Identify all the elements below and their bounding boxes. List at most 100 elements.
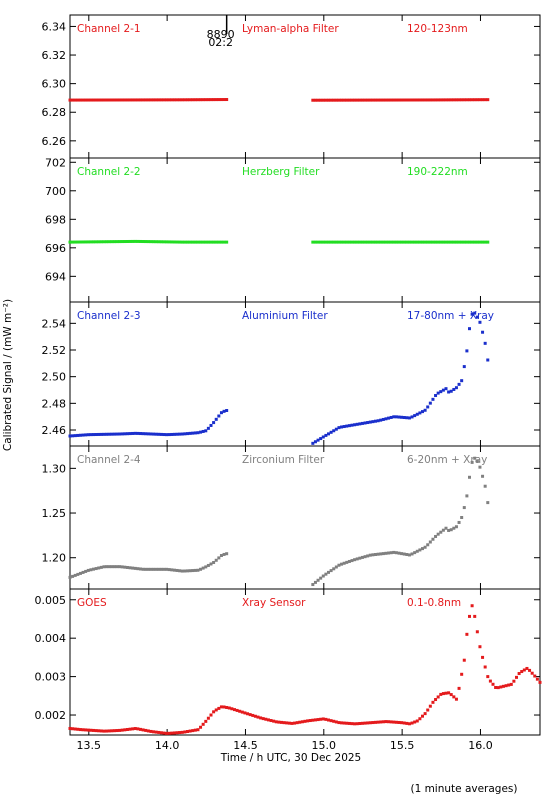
data-point [186, 432, 189, 436]
data-point [324, 240, 328, 244]
data-point [402, 552, 406, 556]
data-point [337, 721, 341, 725]
data-point [183, 98, 187, 102]
data-point [178, 731, 182, 735]
data-point [405, 416, 409, 420]
data-point [78, 728, 82, 732]
x-tick-label: 15.5 [390, 739, 415, 752]
data-point [415, 412, 419, 416]
data-point [125, 98, 129, 102]
y-tick-label: 2.46 [42, 424, 67, 437]
data-point [525, 666, 529, 670]
data-point [188, 569, 192, 573]
data-point [334, 98, 338, 102]
data-point [530, 671, 534, 675]
data-point [363, 721, 367, 725]
panel-frame [69, 588, 541, 736]
data-point [118, 240, 122, 244]
data-point [78, 240, 82, 244]
data-point [196, 728, 200, 732]
data-point [149, 98, 153, 102]
data-point [311, 98, 315, 102]
data-point [154, 567, 158, 571]
data-point [167, 568, 171, 572]
data-point [73, 727, 77, 731]
data-point [152, 730, 156, 734]
data-point [436, 391, 440, 395]
data-point [118, 432, 122, 436]
y-tick-label: 696 [45, 242, 66, 255]
data-point [118, 98, 122, 102]
data-point [376, 240, 380, 244]
data-point [136, 98, 140, 102]
data-point [431, 537, 435, 541]
data-point [214, 98, 218, 102]
data-point [167, 98, 171, 102]
data-point [449, 389, 453, 393]
data-point [340, 562, 344, 566]
data-point [68, 575, 72, 579]
data-point [141, 240, 145, 244]
panel-band-label: 17-80nm + Xray [407, 310, 494, 322]
data-point [439, 98, 443, 102]
data-point [125, 432, 129, 436]
data-point [486, 240, 490, 244]
y-tick-label: 6.30 [42, 78, 67, 91]
data-point [347, 559, 351, 563]
x-tick-label: 13.5 [77, 739, 102, 752]
data-point [146, 567, 150, 571]
data-point [327, 240, 330, 244]
data-point [366, 721, 370, 725]
data-point [139, 98, 142, 102]
data-point [110, 565, 114, 569]
data-point [141, 728, 145, 732]
data-point [353, 558, 357, 562]
data-point [379, 418, 383, 422]
data-point [115, 240, 119, 244]
data-point [149, 729, 153, 733]
data-point [144, 98, 148, 102]
data-point [206, 98, 210, 102]
data-point [413, 240, 417, 244]
data-point [329, 719, 333, 723]
data-point [105, 432, 109, 436]
data-point [402, 721, 406, 725]
data-point [159, 432, 163, 436]
data-point [73, 240, 77, 244]
data-point [175, 240, 179, 244]
data-point [76, 98, 80, 102]
data-point [206, 426, 210, 430]
data-point [128, 98, 132, 102]
y-tick-label: 2.48 [42, 397, 67, 410]
data-point [413, 720, 417, 724]
data-point [407, 98, 411, 102]
data-point [178, 240, 182, 244]
data-point [295, 721, 299, 725]
data-point [89, 433, 93, 437]
data-point [225, 409, 229, 412]
data-point [277, 720, 281, 724]
data-point [366, 98, 370, 102]
data-point [222, 705, 226, 709]
data-point [133, 727, 137, 731]
data-point [105, 729, 109, 733]
panel-5: 0.002 0.003 0.004 0.005 GOES Xray Sensor 0.1-0… [35, 588, 542, 736]
data-point [201, 98, 205, 102]
data-point [392, 98, 396, 102]
data-point [165, 567, 169, 571]
data-point [149, 567, 153, 571]
data-point [324, 717, 328, 721]
data-point [102, 565, 106, 569]
data-point [360, 240, 364, 244]
data-point [128, 239, 132, 243]
data-point [152, 240, 156, 244]
data-point [345, 560, 349, 564]
data-point [468, 98, 471, 102]
data-point [374, 419, 377, 423]
data-point [431, 98, 435, 102]
data-point [379, 552, 383, 556]
data-point [172, 98, 176, 102]
y-tick-label: 694 [45, 270, 66, 283]
data-point [212, 560, 216, 564]
